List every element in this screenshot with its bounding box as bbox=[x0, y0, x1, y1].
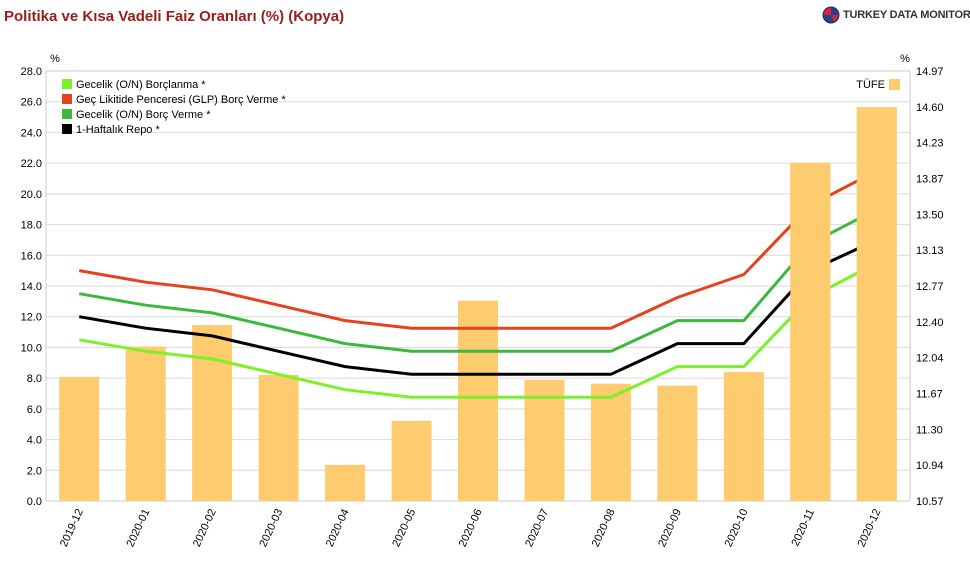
legend-swatch bbox=[62, 124, 72, 134]
x-tick-label: 2020-11 bbox=[789, 507, 817, 548]
left-tick-label: 24.0 bbox=[21, 127, 42, 139]
rate-lines bbox=[78, 107, 897, 501]
rate-line bbox=[78, 169, 878, 330]
left-tick-label: 18.0 bbox=[21, 220, 42, 232]
left-tick-label: 0.0 bbox=[27, 496, 42, 508]
tufe-bar bbox=[524, 379, 565, 501]
tufe-bar-front bbox=[856, 107, 897, 501]
rate-line bbox=[78, 238, 878, 376]
legend-swatch bbox=[62, 79, 72, 89]
globe-icon bbox=[822, 6, 840, 24]
right-tick-label: 14.60 bbox=[916, 102, 944, 114]
left-axis-unit: % bbox=[50, 53, 60, 65]
legend-label: Gecelik (O/N) Borç Verme * bbox=[76, 109, 211, 121]
tufe-bar bbox=[59, 376, 100, 501]
brand-logo[interactable]: TURKEY DATA MONITOR bbox=[822, 6, 970, 24]
left-tick-label: 14.0 bbox=[21, 281, 42, 293]
x-tick-label: 2020-07 bbox=[523, 507, 551, 549]
x-tick-label: 2020-06 bbox=[457, 507, 485, 549]
x-axis-ticks: 2019-12 2020-01 2020-02 2020-03 2020-04 2020-… bbox=[58, 507, 883, 549]
x-tick-label: 2020-05 bbox=[390, 507, 418, 549]
right-tick-label: 10.94 bbox=[916, 460, 944, 472]
rate-line bbox=[78, 207, 878, 353]
right-tick-label: 11.30 bbox=[916, 424, 943, 436]
right-tick-label: 12.77 bbox=[916, 281, 944, 293]
left-tick-label: 2.0 bbox=[27, 465, 42, 477]
tufe-bar bbox=[723, 372, 764, 501]
x-tick-label: 2020-10 bbox=[723, 507, 751, 549]
x-tick-label: 2020-02 bbox=[191, 507, 219, 549]
tufe-bar bbox=[590, 383, 631, 501]
chart-title: Politika ve Kısa Vadeli Faiz Oranları (%… bbox=[4, 8, 345, 25]
left-tick-label: 4.0 bbox=[27, 435, 42, 447]
tufe-bar bbox=[458, 300, 498, 501]
legend-label-tufe: TÜFE bbox=[856, 79, 885, 91]
legend-swatch bbox=[62, 94, 72, 104]
tufe-bar bbox=[258, 374, 299, 501]
left-tick-label: 10.0 bbox=[21, 342, 42, 354]
legend-swatch bbox=[62, 109, 72, 119]
left-tick-label: 6.0 bbox=[27, 404, 42, 416]
right-tick-label: 11.67 bbox=[916, 389, 943, 401]
x-tick-label: 2020-09 bbox=[656, 507, 684, 549]
x-tick-label: 2020-12 bbox=[856, 507, 884, 549]
x-tick-label: 2020-04 bbox=[324, 507, 352, 549]
left-tick-label: 26.0 bbox=[21, 97, 42, 109]
right-tick-label: 14.23 bbox=[916, 138, 944, 150]
right-tick-label: 13.50 bbox=[916, 209, 944, 221]
tufe-bar bbox=[325, 464, 366, 501]
right-tick-label: 10.57 bbox=[916, 496, 944, 508]
tufe-bar bbox=[192, 325, 233, 501]
legend-label: 1-Haftalık Repo * bbox=[76, 124, 160, 136]
tufe-bars bbox=[59, 107, 897, 501]
left-tick-label: 12.0 bbox=[21, 312, 42, 324]
left-tick-label: 22.0 bbox=[21, 158, 42, 170]
rate-line bbox=[78, 261, 878, 399]
left-tick-label: 20.0 bbox=[21, 189, 42, 201]
legend-right: TÜFE bbox=[856, 79, 900, 91]
x-tick-label: 2020-08 bbox=[590, 507, 618, 549]
right-tick-label: 12.40 bbox=[916, 317, 944, 329]
left-tick-label: 28.0 bbox=[21, 66, 42, 78]
left-axis-ticks: 0.0 2.0 4.0 6.0 8.0 10.0 12.0 14.0 16.0 18.0 20.0 2… bbox=[21, 66, 42, 508]
tufe-bar-front bbox=[790, 162, 831, 501]
x-tick-label: 2020-01 bbox=[124, 507, 152, 549]
x-tick-label: 2020-03 bbox=[257, 507, 285, 549]
right-axis-unit: % bbox=[900, 53, 910, 65]
legend-left: Gecelik (O/N) Borçlanma * Geç Likitide Pe… bbox=[62, 79, 286, 136]
left-tick-label: 16.0 bbox=[21, 250, 42, 262]
right-tick-label: 14.97 bbox=[916, 66, 944, 78]
right-axis-ticks: 10.57 10.94 11.30 11.67 12.04 12.40 12.77 13.13… bbox=[916, 66, 944, 508]
legend-swatch-tufe bbox=[889, 79, 900, 90]
right-tick-label: 12.04 bbox=[916, 353, 944, 365]
legend-label: Geç Likitide Penceresi (GLP) Borç Verme … bbox=[76, 94, 286, 106]
right-tick-label: 13.87 bbox=[916, 174, 944, 186]
tufe-bar bbox=[125, 346, 166, 501]
tufe-bar bbox=[391, 420, 432, 501]
x-tick-label: 2019-12 bbox=[58, 507, 86, 549]
left-tick-label: 8.0 bbox=[27, 373, 42, 385]
right-tick-label: 13.13 bbox=[916, 245, 944, 257]
tufe-bar bbox=[657, 385, 698, 501]
brand-logo-text: TURKEY DATA MONITOR bbox=[843, 9, 970, 21]
legend-label: Gecelik (O/N) Borçlanma * bbox=[76, 79, 206, 91]
